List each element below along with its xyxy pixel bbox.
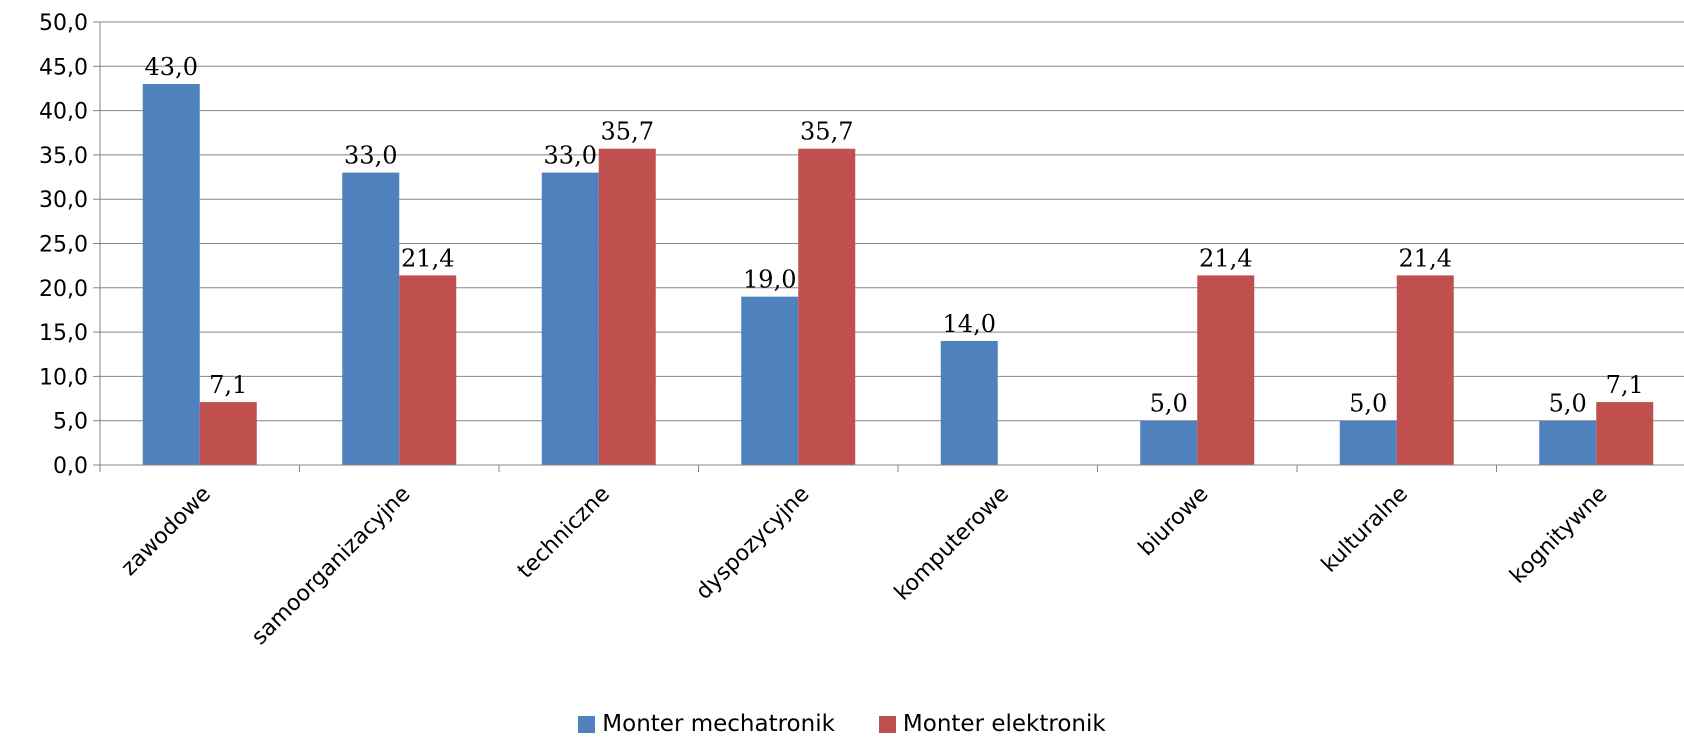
x-tick-label: techniczne [513,482,615,584]
x-axis-ticks: zawodowe samoorganizacyjne techniczne dyspo… [99,465,1612,650]
data-label: 43,0 [145,53,198,81]
x-tick-label: biurowe [1134,482,1214,562]
data-labels: 43,0 33,0 33,0 19,0 14,0 5,0 5,0 5,0 7,1 21,4 35,7… [145,53,1644,418]
data-label: 21,4 [1399,244,1452,272]
data-label: 21,4 [401,244,454,272]
bar [798,148,856,465]
y-tick-label: 45,0 [39,55,88,80]
x-tick-label: kulturalne [1317,482,1413,578]
data-label: 7,1 [209,371,247,399]
x-tick-label: samoorganizacyjne [247,482,415,650]
y-tick-label: 0,0 [53,454,88,479]
data-label: 14,0 [943,310,996,338]
data-label: 5,0 [1349,390,1387,418]
x-tick-label: komputerowe [890,482,1014,606]
bar [142,84,200,466]
data-label: 19,0 [743,266,796,294]
data-label: 5,0 [1150,390,1188,418]
y-tick-label: 5,0 [53,410,88,435]
y-tick-label: 10,0 [39,365,88,390]
legend-item-series-2: Monter elektronik [878,711,1106,737]
bar [741,296,799,465]
legend-swatch-series-2 [878,715,896,733]
bar [1596,402,1654,465]
y-tick-label: 30,0 [39,188,88,213]
bars [142,84,1654,466]
legend-label-series-2: Monter elektronik [902,711,1106,737]
x-tick-label: zawodowe [117,482,216,581]
bar [342,172,400,465]
bar-chart: 0,0 5,0 10,0 15,0 20,0 25,0 30,0 35,0 40,0 45,0 50… [39,11,1684,650]
data-label: 33,0 [344,142,397,170]
bar [541,172,599,465]
legend-label-series-1: Monter mechatronik [602,711,835,737]
data-label: 5,0 [1549,390,1587,418]
bar [1539,420,1597,465]
data-label: 35,7 [601,118,654,146]
bar [1197,275,1255,465]
axes [99,22,1684,466]
y-tick-label: 25,0 [39,233,88,258]
bar [1339,420,1397,465]
bar [399,275,457,465]
data-label: 21,4 [1199,244,1252,272]
data-label: 7,1 [1606,371,1644,399]
y-tick-label: 40,0 [39,100,88,125]
y-tick-label: 35,0 [39,144,88,169]
legend: Monter mechatronik Monter elektronik [0,708,1684,740]
data-label: 35,7 [800,118,853,146]
y-tick-label: 20,0 [39,277,88,302]
y-axis-ticks: 0,0 5,0 10,0 15,0 20,0 25,0 30,0 35,0 40,0 45,0 50… [39,11,100,479]
legend-item-series-1: Monter mechatronik [578,711,835,737]
bar [1140,420,1198,465]
bar [1396,275,1454,465]
x-tick-label: kognitywne [1505,482,1612,589]
x-tick-label: dyspozycyjne [691,482,814,605]
data-label: 33,0 [544,142,597,170]
bar [199,402,257,465]
legend-swatch-series-1 [578,715,596,733]
y-tick-label: 15,0 [39,321,88,346]
bar [940,340,998,465]
bar [598,148,656,465]
y-tick-label: 50,0 [39,11,88,36]
